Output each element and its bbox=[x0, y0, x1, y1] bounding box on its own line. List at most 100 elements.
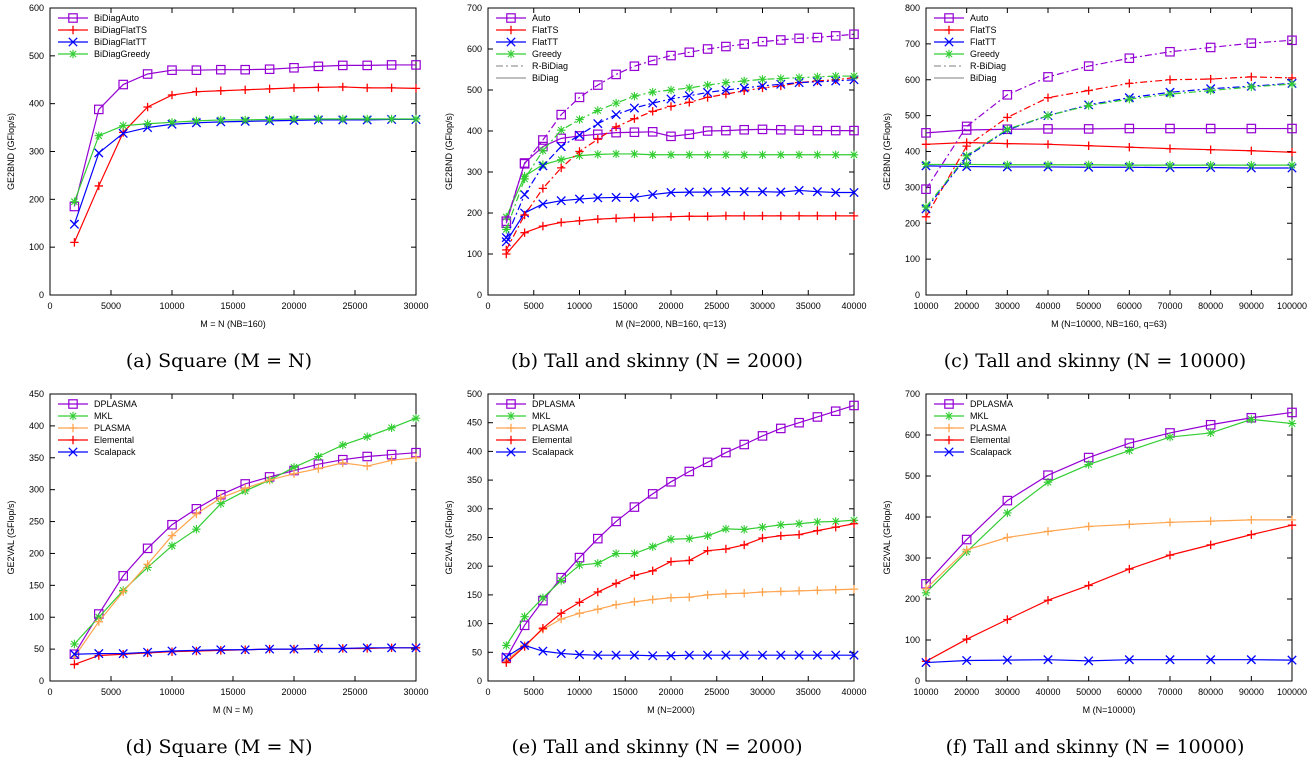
x-tick-label: 35000 bbox=[796, 301, 821, 311]
data-point bbox=[1165, 655, 1175, 665]
data-point bbox=[849, 125, 859, 136]
data-point bbox=[961, 121, 972, 132]
data-point bbox=[740, 150, 749, 159]
x-tick-label: 20000 bbox=[658, 301, 683, 311]
data-point bbox=[574, 194, 585, 204]
legend-marker bbox=[506, 399, 516, 409]
x-tick-label: 25000 bbox=[704, 301, 729, 311]
data-point bbox=[1003, 160, 1012, 169]
data-point bbox=[1125, 520, 1134, 529]
data-point bbox=[830, 125, 841, 136]
data-point bbox=[794, 417, 804, 428]
data-point bbox=[630, 149, 639, 159]
data-point bbox=[630, 91, 639, 101]
data-point bbox=[757, 431, 768, 441]
legend-marker bbox=[944, 447, 954, 457]
data-point bbox=[118, 570, 128, 581]
data-point bbox=[118, 79, 128, 90]
y-tick-label: 600 bbox=[29, 3, 44, 13]
series-line bbox=[925, 411, 1293, 585]
data-point bbox=[167, 90, 177, 100]
data-point bbox=[69, 219, 80, 229]
legend-marker bbox=[68, 399, 78, 409]
data-point bbox=[685, 212, 694, 221]
series-MKL bbox=[502, 516, 859, 650]
data-point bbox=[338, 114, 347, 124]
legend-marker bbox=[506, 49, 516, 59]
data-point bbox=[142, 69, 153, 79]
data-point bbox=[265, 475, 274, 485]
legend-marker bbox=[944, 435, 954, 445]
data-point bbox=[921, 657, 931, 668]
series-line bbox=[505, 404, 855, 659]
data-point bbox=[1287, 148, 1297, 157]
data-point bbox=[630, 571, 639, 580]
data-point bbox=[167, 646, 177, 656]
legend: Auto FlatTS FlatTT Greedy R-BiDiag BiDiag bbox=[496, 13, 568, 83]
data-point bbox=[830, 31, 841, 41]
y-tick-label: 500 bbox=[467, 85, 482, 95]
data-point bbox=[575, 560, 584, 570]
series-line bbox=[925, 82, 1293, 210]
data-point bbox=[1084, 581, 1093, 590]
data-point bbox=[1043, 72, 1053, 82]
data-point bbox=[1247, 160, 1256, 170]
data-point bbox=[703, 212, 712, 221]
data-point bbox=[666, 102, 676, 111]
data-point bbox=[313, 61, 324, 72]
series-group-5 bbox=[502, 73, 859, 255]
y-tick-label: 300 bbox=[29, 147, 44, 157]
data-point bbox=[264, 644, 275, 654]
y-tick-label: 400 bbox=[29, 421, 44, 431]
x-tick-label: 20000 bbox=[281, 687, 306, 697]
data-point bbox=[812, 32, 823, 43]
data-point bbox=[648, 87, 657, 97]
data-point bbox=[240, 64, 250, 75]
x-tick-label: 10000 bbox=[159, 301, 184, 311]
data-point bbox=[593, 605, 602, 614]
data-point bbox=[1084, 460, 1093, 469]
data-point bbox=[289, 62, 299, 73]
y-axis-label: GE2VAL (GFlop/s) bbox=[444, 500, 454, 574]
data-point bbox=[538, 161, 548, 171]
y-tick-label: 100 bbox=[467, 619, 482, 629]
data-point bbox=[1247, 530, 1256, 539]
data-point bbox=[289, 644, 299, 654]
data-point bbox=[739, 83, 749, 93]
data-point bbox=[962, 160, 971, 169]
data-point bbox=[721, 78, 731, 87]
data-point bbox=[1043, 160, 1053, 169]
data-point bbox=[702, 187, 713, 197]
data-point bbox=[338, 440, 347, 450]
series-line bbox=[505, 523, 855, 664]
data-point bbox=[684, 650, 694, 660]
legend-label: PLASMA bbox=[970, 423, 1007, 433]
data-point bbox=[1003, 615, 1012, 624]
data-point bbox=[776, 35, 786, 45]
data-point bbox=[593, 214, 602, 224]
series-line bbox=[925, 141, 1293, 153]
series-line bbox=[925, 659, 1293, 664]
legend-marker bbox=[944, 13, 954, 23]
data-point bbox=[648, 189, 658, 200]
data-point bbox=[794, 211, 804, 221]
data-point bbox=[1002, 655, 1012, 665]
x-tick-label: 25000 bbox=[342, 301, 367, 311]
x-axis-label: M (N=10000, NB=160, q=63) bbox=[1051, 319, 1167, 329]
data-point bbox=[921, 212, 931, 221]
data-point bbox=[363, 432, 372, 441]
y-tick-label: 0 bbox=[915, 676, 920, 686]
legend-label: DPLASMA bbox=[94, 399, 137, 409]
data-point bbox=[921, 128, 931, 138]
chart-caption: (b) Tall and skinny (N = 2000) bbox=[511, 350, 803, 372]
y-tick-label: 250 bbox=[29, 517, 44, 527]
y-tick-label: 300 bbox=[905, 182, 920, 192]
data-point bbox=[93, 104, 104, 115]
data-point bbox=[1206, 655, 1216, 665]
data-point bbox=[118, 648, 128, 659]
x-tick-label: 15000 bbox=[613, 687, 638, 697]
data-point bbox=[849, 400, 859, 411]
series-line bbox=[505, 77, 855, 251]
legend-label: R-BiDiag bbox=[970, 61, 1006, 71]
data-point bbox=[575, 609, 584, 618]
